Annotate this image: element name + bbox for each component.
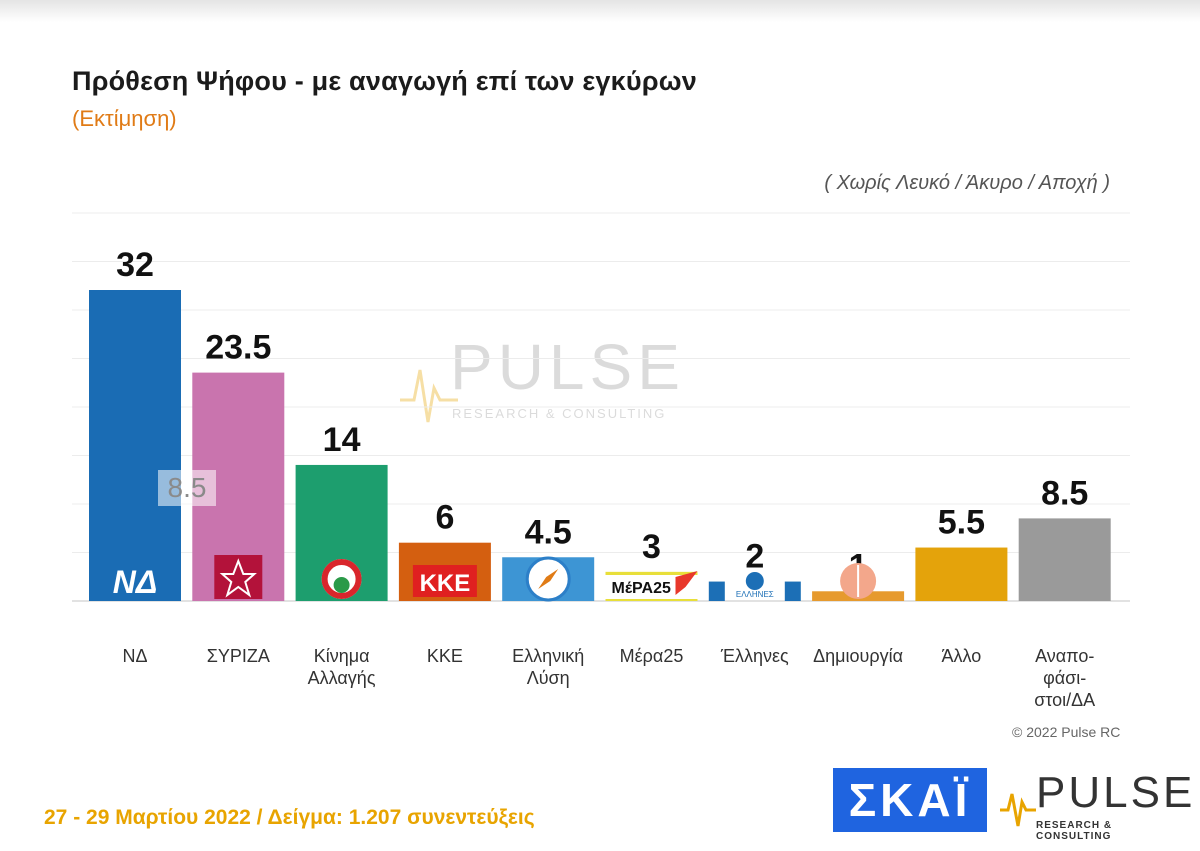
kinal-inner-icon	[333, 577, 350, 593]
copyright: © 2022 Pulse RC	[1012, 724, 1121, 740]
bar	[89, 290, 181, 601]
nd-logo-icon	[93, 567, 177, 597]
category-label: Αλλαγής	[308, 668, 376, 688]
bar	[708, 581, 725, 601]
category-label: Δημιουργία	[813, 646, 903, 666]
category-label: στοι/ΔΑ	[1034, 690, 1095, 710]
bar	[915, 547, 1008, 601]
category-label: Έλληνες	[720, 646, 789, 666]
mera25-logo-text: MέPA25	[612, 580, 671, 597]
data-label: 6	[435, 499, 454, 537]
data-label: 2	[745, 538, 764, 576]
kke-logo-text: ΚΚΕ	[420, 570, 471, 597]
category-label: Ελληνική	[512, 646, 584, 666]
category-label: φάσι-	[1043, 668, 1086, 688]
kke-logo-icon	[412, 565, 477, 597]
chart-note: ( Χωρίς Λευκό / Άκυρο / Αποχή )	[824, 172, 1110, 194]
survey-footer: 27 - 29 Μαρτίου 2022 / Δείγμα: 1.207 συν…	[44, 806, 535, 829]
chart-title: Πρόθεση Ψήφου - με αναγωγή επί των εγκύρ…	[72, 66, 697, 96]
pulse-logo-tag: RESEARCH & CONSULTING	[1036, 820, 1113, 842]
pulse-logo-word: PULSE	[1036, 768, 1196, 817]
syriza-star-icon	[219, 558, 257, 598]
mera25-arrow-icon	[675, 571, 698, 595]
data-label: 3	[642, 528, 661, 566]
compass-needle-icon	[538, 569, 559, 589]
data-label: 5.5	[938, 504, 985, 542]
category-label: ΚΚΕ	[427, 646, 463, 666]
skai-logo: ΣΚΑΪ	[833, 768, 987, 832]
bar	[784, 581, 801, 601]
pulse-wave-icon	[1000, 793, 1036, 827]
category-label: Αναπο-	[1035, 646, 1094, 666]
category-label: ΣΥΡΙΖΑ	[207, 646, 270, 666]
data-label: 8.5	[1041, 474, 1088, 512]
chart-subtitle: (Εκτίμηση)	[72, 106, 177, 131]
data-label: 23.5	[205, 329, 271, 367]
overlay-value-label: 8.5	[158, 470, 216, 506]
ellines-logo-text: ΕΛΛΗΝΕΣ	[736, 590, 774, 599]
vote-intention-bar-chart: 32ΝΔΝΔ23.5ΣΥΡΙΖΑ14ΚίνημαΑλλαγής6ΚΚΕΚΚΕ4.…	[72, 212, 1130, 710]
ellines-emblem-icon	[745, 572, 764, 590]
bar	[1018, 518, 1111, 601]
kinal-ring-icon	[321, 559, 362, 599]
category-label: Κίνημα	[314, 646, 370, 666]
category-label: Λύση	[527, 668, 570, 688]
category-label: ΝΔ	[122, 646, 147, 666]
data-label: 4.5	[525, 513, 572, 551]
pulse-logo: PULSE RESEARCH & CONSULTING	[1000, 766, 1192, 842]
category-label: Άλλο	[942, 646, 982, 666]
data-label: 14	[323, 421, 361, 459]
top-shadow-band	[0, 0, 1200, 22]
category-label: Μέρα25	[620, 646, 684, 666]
data-label: 32	[116, 246, 154, 284]
nd-logo-text: ΝΔ	[113, 564, 158, 600]
